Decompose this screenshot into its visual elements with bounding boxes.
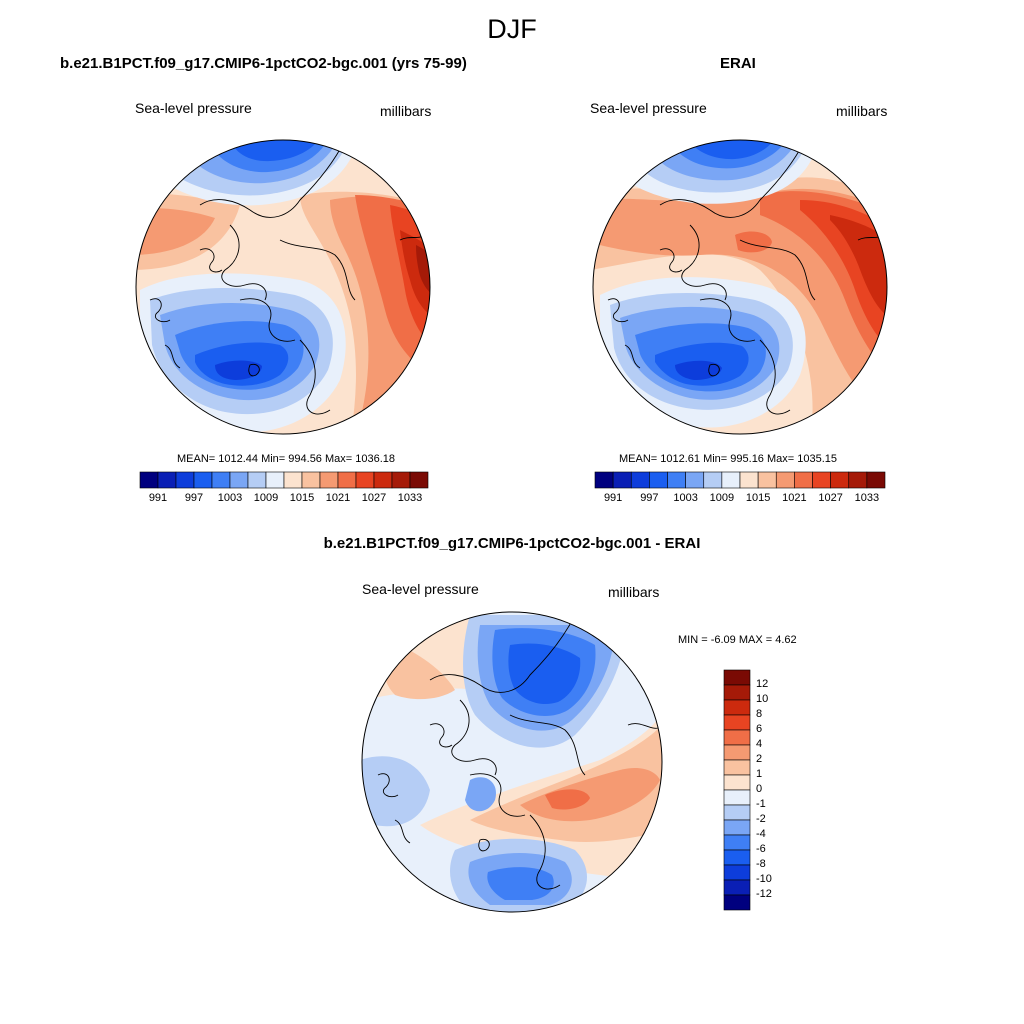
model-colorbar-tick-label: 1033: [397, 492, 423, 504]
diff-colorbar-swatch: [723, 669, 751, 686]
diff-colorbar-tick-label: -12: [756, 888, 772, 900]
model-colorbar-swatch: [193, 471, 213, 489]
model-colorbar-swatch: [265, 471, 285, 489]
obs-colorbar-swatch: [685, 471, 705, 489]
obs-colorbar-tick-label: 1033: [854, 492, 880, 504]
diff-variable-label: Sea-level pressure: [362, 581, 479, 597]
obs-colorbar-swatch: [830, 471, 850, 489]
obs-panel-title: ERAI: [720, 55, 756, 72]
model-colorbar-swatch: [175, 471, 195, 489]
obs-colorbar-tick-label: 1003: [673, 492, 698, 504]
model-stats: MEAN= 1012.44 Min= 994.56 Max= 1036.18: [177, 453, 396, 465]
model-colorbar-swatch: [301, 471, 321, 489]
obs-stats: MEAN= 1012.61 Min= 995.16 Max= 1035.15: [619, 453, 838, 465]
obs-colorbar-swatch: [757, 471, 777, 489]
diff-units-label: millibars: [608, 584, 660, 600]
model-colorbar-swatch: [391, 471, 411, 489]
figure-title: DJF: [487, 14, 537, 44]
diff-colorbar-swatch: [723, 684, 751, 701]
model-colorbar-swatch: [157, 471, 177, 489]
model-colorbar-swatch: [283, 471, 303, 489]
diff-colorbar: [723, 669, 751, 911]
diff-colorbar-tick-label: 8: [756, 708, 763, 720]
diff-colorbar-swatch: [723, 789, 751, 806]
diff-colorbar-tick-label: 10: [756, 693, 769, 705]
model-colorbar-swatch: [139, 471, 159, 489]
model-colorbar-tick-label: 1015: [289, 492, 315, 504]
obs-variable-label: Sea-level pressure: [590, 100, 707, 116]
obs-colorbar-tick-label: 1027: [818, 492, 843, 504]
model-colorbar-tick-label: 991: [148, 492, 168, 504]
model-units-label: millibars: [380, 103, 432, 119]
diff-colorbar-tick-label: 6: [756, 723, 763, 735]
model-colorbar-swatch: [337, 471, 357, 489]
diff-colorbar-swatch: [723, 894, 751, 911]
diff-map: [361, 611, 663, 913]
diff-stats: MIN = -6.09 MAX = 4.62: [678, 634, 797, 646]
diff-colorbar-swatch: [723, 699, 751, 716]
model-colorbar-swatch: [211, 471, 231, 489]
model-colorbar-swatch: [247, 471, 267, 489]
obs-colorbar-swatch: [649, 471, 668, 489]
model-colorbar-tick-label: 1021: [325, 492, 351, 504]
diff-colorbar-tick-label: -1: [756, 798, 766, 810]
diff-colorbar-swatch: [723, 834, 751, 851]
diff-colorbar-tick-label: -4: [756, 828, 766, 840]
model-colorbar-swatch: [355, 471, 375, 489]
obs-units-label: millibars: [836, 103, 888, 119]
diff-colorbar-tick-label: 0: [756, 783, 763, 795]
obs-colorbar-swatch: [612, 471, 632, 489]
model-colorbar-swatch: [229, 471, 249, 489]
obs-colorbar-swatch: [594, 471, 614, 489]
obs-colorbar-swatch: [739, 471, 759, 489]
obs-colorbar: [594, 471, 886, 489]
diff-colorbar-tick-label: 1: [756, 768, 763, 780]
obs-colorbar-tick-label: 1015: [745, 492, 771, 504]
diff-panel-title: b.e21.B1PCT.f09_g17.CMIP6-1pctCO2-bgc.00…: [323, 535, 701, 552]
model-colorbar: [139, 471, 429, 489]
obs-colorbar-swatch: [775, 471, 795, 489]
diff-colorbar-tick-label: -2: [756, 813, 766, 825]
model-colorbar-tick-label: 1003: [217, 492, 243, 504]
obs-colorbar-tick-label: 1009: [709, 492, 735, 504]
model-colorbar-swatch: [373, 471, 393, 489]
model-colorbar-tick-label: 997: [184, 492, 204, 504]
obs-colorbar-tick-label: 1021: [782, 492, 807, 504]
obs-colorbar-swatch: [794, 471, 813, 489]
model-colorbar-tick-label: 1027: [361, 492, 387, 504]
model-map: [135, 139, 431, 435]
diff-colorbar-tick-label: 4: [756, 738, 763, 750]
obs-colorbar-swatch: [848, 471, 868, 489]
diff-colorbar-swatch: [723, 864, 751, 881]
obs-colorbar-tick-label: 991: [603, 492, 623, 504]
model-colorbar-swatch: [409, 471, 429, 489]
diff-colorbar-swatch: [723, 729, 751, 746]
diff-colorbar-tick-label: -10: [756, 873, 772, 885]
obs-colorbar-swatch: [703, 471, 723, 489]
model-variable-label: Sea-level pressure: [135, 100, 252, 116]
diff-colorbar-tick-label: 12: [756, 678, 769, 690]
obs-colorbar-swatch: [812, 471, 831, 489]
diff-colorbar-swatch: [723, 879, 751, 896]
obs-colorbar-swatch: [667, 471, 686, 489]
obs-colorbar-swatch: [866, 471, 886, 489]
diff-colorbar-swatch: [723, 804, 751, 821]
diff-colorbar-tick-label: -6: [756, 843, 766, 855]
obs-map: [592, 139, 888, 435]
model-colorbar-tick-label: 1009: [253, 492, 279, 504]
diff-colorbar-swatch: [723, 744, 751, 761]
obs-colorbar-swatch: [630, 471, 650, 489]
diff-colorbar-swatch: [723, 849, 751, 866]
diff-colorbar-swatch: [723, 819, 751, 836]
diff-colorbar-swatch: [723, 774, 751, 791]
diff-colorbar-swatch: [723, 714, 751, 731]
model-colorbar-swatch: [319, 471, 339, 489]
model-panel-title: b.e21.B1PCT.f09_g17.CMIP6-1pctCO2-bgc.00…: [60, 55, 467, 72]
diff-colorbar-tick-label: -8: [756, 858, 766, 870]
diff-colorbar-tick-label: 2: [756, 753, 763, 765]
obs-colorbar-tick-label: 997: [640, 492, 659, 504]
obs-colorbar-swatch: [721, 471, 741, 489]
diff-colorbar-swatch: [723, 759, 751, 776]
